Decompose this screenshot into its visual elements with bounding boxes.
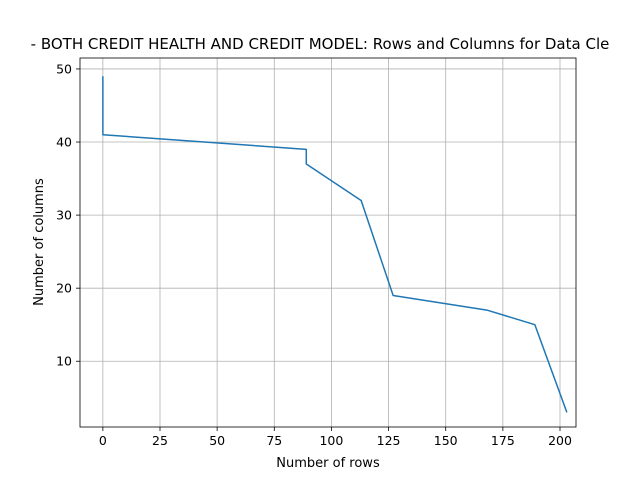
x-tick-label: 175 (491, 433, 515, 448)
y-tick-label: 10 (56, 354, 72, 369)
grid (80, 58, 576, 427)
x-tick-label: 0 (99, 433, 107, 448)
y-axis: 10 20 30 40 50 (56, 61, 80, 369)
x-axis-label: Number of rows (276, 456, 380, 471)
x-tick-label: 150 (434, 433, 458, 448)
y-tick-label: 40 (56, 135, 72, 150)
x-tick-label: 200 (548, 433, 572, 448)
chart-title: - BOTH CREDIT HEALTH AND CREDIT MODEL: R… (31, 35, 610, 53)
y-axis-label: Number of columns (32, 178, 47, 306)
plot-frame (79, 57, 577, 428)
x-tick-label: 75 (266, 433, 282, 448)
series-line-0 (102, 76, 568, 413)
y-tick-label: 30 (56, 208, 72, 223)
series-layer (102, 76, 568, 413)
x-tick-label: 25 (152, 433, 168, 448)
x-axis: 0 25 50 75 100 125 150 175 200 (99, 427, 572, 448)
x-tick-label: 125 (377, 433, 401, 448)
y-tick-label: 20 (56, 281, 72, 296)
y-tick-label: 50 (56, 61, 72, 76)
x-tick-label: 100 (319, 433, 343, 448)
x-tick-label: 50 (209, 433, 225, 448)
